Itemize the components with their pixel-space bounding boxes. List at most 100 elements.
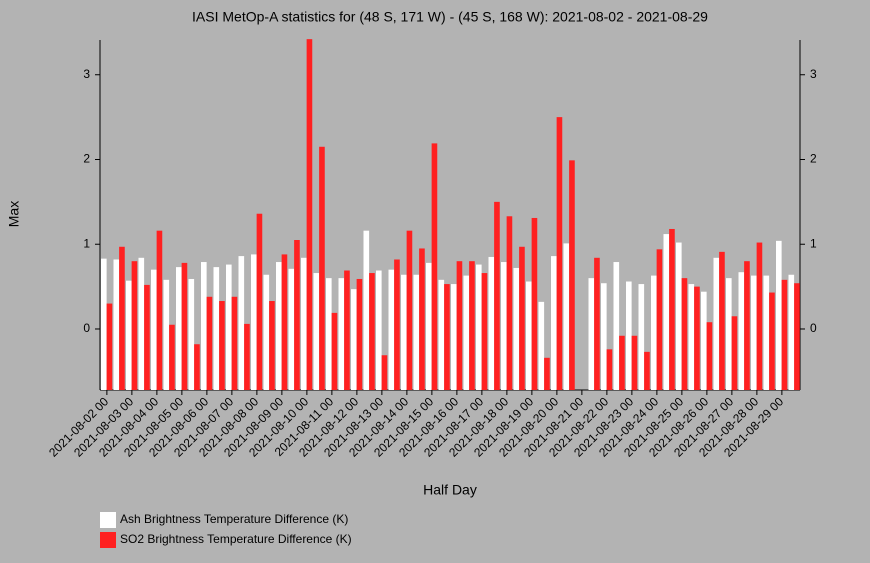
bar xyxy=(256,213,263,390)
y-tick-label: 2 xyxy=(83,152,90,166)
bar xyxy=(713,257,720,390)
legend-label: Ash Brightness Temperature Difference (K… xyxy=(120,512,348,526)
bar xyxy=(281,254,288,390)
bar xyxy=(394,259,400,390)
bar xyxy=(169,324,175,390)
legend-swatch xyxy=(100,532,116,548)
bar xyxy=(376,270,382,390)
bar xyxy=(776,240,782,390)
y-tick-label-right: 0 xyxy=(810,321,817,335)
bar xyxy=(426,262,432,390)
bar xyxy=(706,322,713,390)
y-tick-label: 0 xyxy=(83,321,90,335)
bar xyxy=(444,284,450,390)
y-axis-label: Max xyxy=(6,201,22,227)
bar xyxy=(431,143,438,390)
bar xyxy=(176,267,182,390)
legend-swatch xyxy=(100,512,116,528)
bar xyxy=(344,270,350,390)
bar xyxy=(694,286,700,390)
bar xyxy=(388,269,395,390)
bar xyxy=(701,291,707,390)
bar xyxy=(563,243,570,390)
bar xyxy=(369,273,375,390)
bar xyxy=(294,240,300,390)
bar xyxy=(601,283,607,390)
bar xyxy=(113,259,120,390)
bar xyxy=(538,301,545,390)
bar xyxy=(513,267,520,390)
bar xyxy=(451,284,457,390)
x-axis-label: Half Day xyxy=(423,482,477,498)
bar xyxy=(181,262,188,390)
bar xyxy=(351,289,357,390)
y-tick-label: 3 xyxy=(83,67,90,81)
bar xyxy=(688,284,695,390)
bar xyxy=(594,257,600,390)
bar xyxy=(794,283,800,390)
bar xyxy=(126,280,132,390)
legend-label: SO2 Brightness Temperature Difference (K… xyxy=(120,532,352,546)
bar xyxy=(201,262,207,390)
bar xyxy=(401,274,407,390)
bar xyxy=(751,275,757,390)
chart-title: IASI MetOp-A statistics for (48 S, 171 W… xyxy=(192,9,708,25)
bar xyxy=(744,261,750,390)
bar xyxy=(781,279,788,390)
y-tick-label-right: 2 xyxy=(810,152,817,166)
bar xyxy=(301,257,307,390)
bar xyxy=(326,278,332,390)
bar xyxy=(106,303,113,390)
bar xyxy=(631,335,638,390)
bar xyxy=(488,256,495,390)
bar xyxy=(219,301,225,390)
bar xyxy=(569,160,575,390)
bar xyxy=(788,274,795,390)
bar xyxy=(138,257,145,390)
bar xyxy=(501,262,507,390)
bar xyxy=(363,230,370,390)
bar xyxy=(163,279,170,390)
bar xyxy=(206,296,213,390)
bar xyxy=(588,278,595,390)
bar xyxy=(676,242,682,390)
bar xyxy=(756,242,763,390)
bar xyxy=(144,284,150,390)
y-tick-label-right: 3 xyxy=(810,67,817,81)
bar xyxy=(356,278,363,390)
bar xyxy=(638,284,645,390)
bar xyxy=(413,274,420,390)
bar xyxy=(519,246,525,390)
y-tick-label-right: 1 xyxy=(810,236,817,250)
bar xyxy=(156,230,163,390)
bar xyxy=(101,258,107,390)
bar xyxy=(288,268,295,390)
bar xyxy=(419,248,425,390)
bar xyxy=(481,273,488,390)
bar xyxy=(726,278,732,390)
bar xyxy=(151,269,157,390)
bar xyxy=(681,278,688,390)
bar xyxy=(213,267,220,390)
bar xyxy=(456,261,463,390)
bar xyxy=(731,316,738,390)
bar xyxy=(544,357,550,390)
bar xyxy=(231,296,238,390)
bar xyxy=(331,312,338,390)
bar xyxy=(551,256,557,390)
bar xyxy=(494,201,500,390)
bar xyxy=(463,275,470,390)
bar xyxy=(476,264,482,390)
bar xyxy=(613,262,620,390)
bar xyxy=(719,251,725,390)
bar xyxy=(763,275,770,390)
bar xyxy=(338,278,345,390)
bar xyxy=(663,234,670,390)
bar xyxy=(194,344,200,390)
bar xyxy=(769,292,775,390)
bar xyxy=(226,264,232,390)
bar xyxy=(506,216,513,390)
bar xyxy=(306,39,313,391)
bar xyxy=(526,281,532,390)
